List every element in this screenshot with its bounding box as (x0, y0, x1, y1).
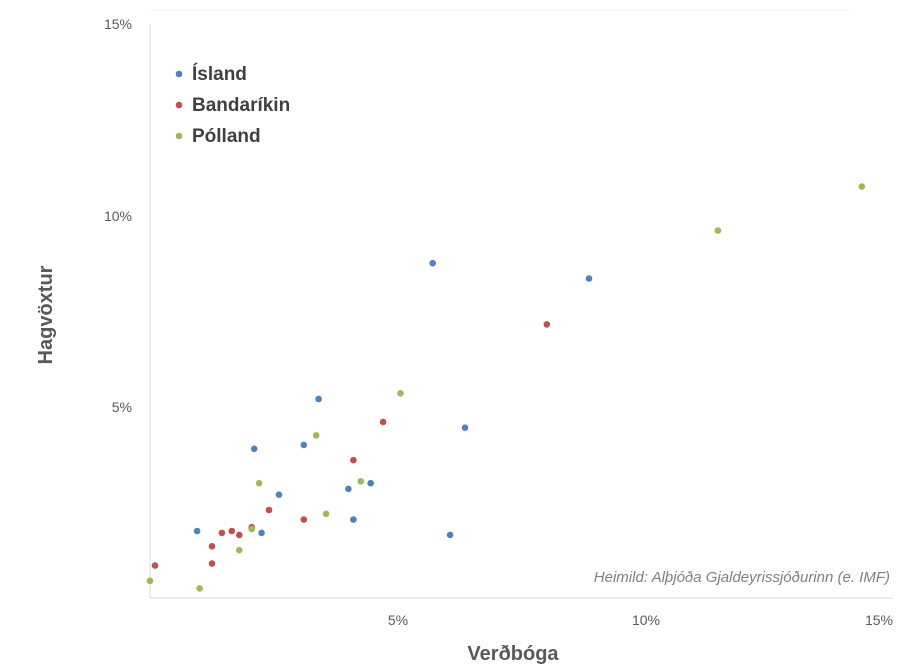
legend-marker (175, 70, 183, 78)
data-point (350, 456, 357, 464)
data-point (265, 506, 273, 514)
data-point (275, 491, 283, 499)
data-point (146, 577, 154, 585)
data-point (236, 531, 243, 539)
data-point (350, 516, 357, 523)
data-point (345, 485, 352, 493)
x-tick-label: 15% (865, 612, 893, 628)
data-point (151, 562, 159, 569)
data-points (146, 183, 866, 592)
data-point (248, 525, 255, 533)
data-point (714, 227, 722, 234)
data-point (858, 183, 866, 190)
data-point (255, 479, 263, 487)
legend: Ísland Bandaríkin Pólland (175, 63, 290, 147)
data-point (193, 527, 201, 535)
data-point (379, 418, 387, 426)
data-point (196, 585, 203, 592)
data-point (228, 527, 236, 535)
data-point (208, 560, 216, 567)
data-point (357, 478, 365, 485)
data-point (367, 479, 375, 487)
legend-label: Bandaríkin (192, 95, 290, 116)
y-tick-labels: 5% 10% 15% (104, 16, 132, 415)
legend-label: Ísland (192, 63, 247, 85)
data-point (397, 390, 404, 397)
data-point (208, 543, 216, 550)
data-point (312, 432, 320, 439)
data-point (585, 275, 593, 282)
source-note: Heimild: Alþjóða Gjaldeyrissjóðurinn (e.… (594, 569, 890, 586)
data-point (236, 546, 243, 554)
legend-label: Pólland (192, 126, 261, 147)
data-point (429, 259, 437, 267)
y-tick-label: 5% (112, 399, 132, 415)
y-tick-label: 15% (104, 16, 132, 32)
y-axis-title: Hagvöxtur (35, 265, 57, 364)
data-point (322, 510, 330, 518)
data-point (300, 516, 308, 523)
data-point (543, 321, 551, 328)
x-tick-label: 10% (632, 612, 660, 628)
x-axis-title: Verðbóga (467, 643, 559, 665)
y-tick-label: 10% (104, 208, 132, 224)
data-point (300, 441, 308, 449)
x-tick-labels: 5% 10% 15% (388, 612, 893, 628)
data-point (218, 529, 226, 537)
legend-marker (175, 132, 183, 140)
data-point (258, 529, 265, 537)
data-point (461, 424, 469, 432)
x-tick-label: 5% (388, 612, 408, 628)
data-point (315, 395, 322, 403)
data-point (250, 445, 258, 453)
data-point (446, 531, 454, 539)
legend-marker (175, 101, 183, 109)
